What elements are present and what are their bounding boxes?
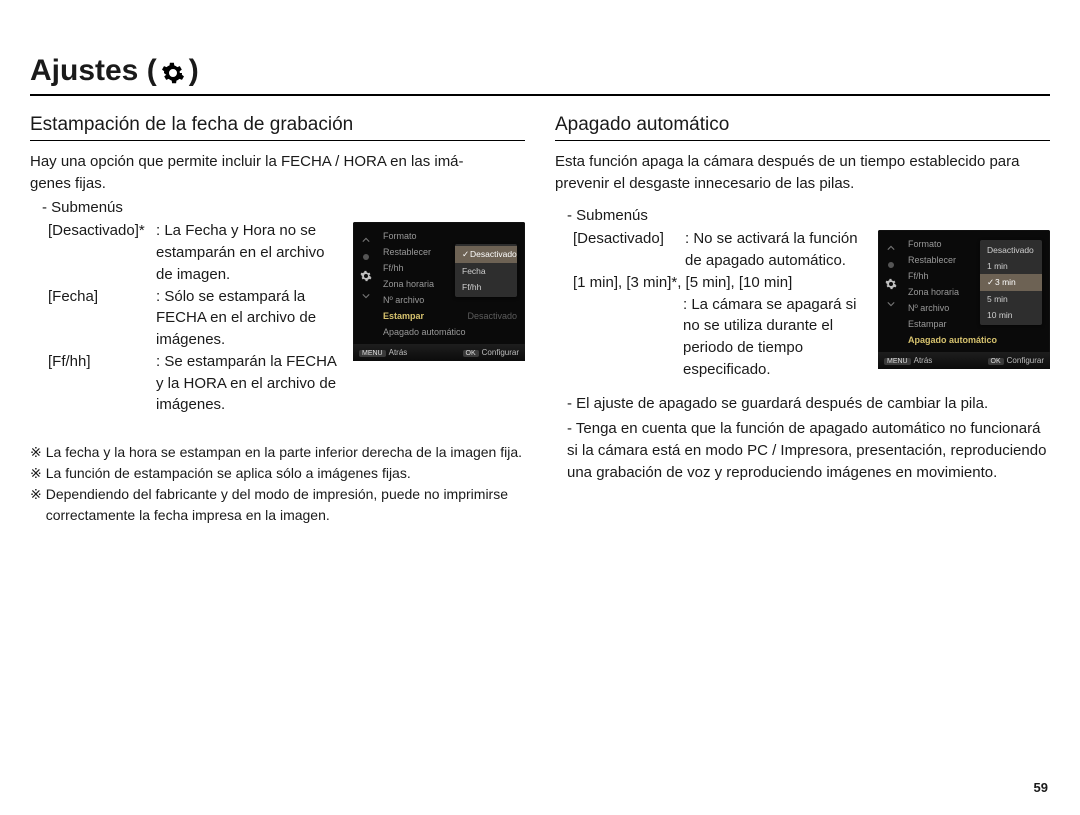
- section-heading-right: Apagado automático: [555, 114, 1050, 141]
- footnote: ※ La función de estampación se aplica só…: [30, 463, 525, 484]
- camera-menu-screenshot-right: FormatoRestablecerFf/hhZona horariaNº ar…: [878, 230, 1050, 369]
- menu-row: Formato: [379, 228, 521, 244]
- footer-right-label: Configurar: [482, 348, 519, 357]
- scr-footer-left: MENUAtrás: [884, 356, 932, 365]
- footer-left-label: Atrás: [389, 348, 408, 357]
- scr-footer-right: OKConfigurar: [463, 348, 519, 357]
- left-intro: Hay una opción que permite incluir la FE…: [30, 151, 525, 195]
- rail-dot: [888, 262, 894, 268]
- popup-option: 10 min: [980, 307, 1042, 323]
- menu-row: Apagado automático: [904, 332, 1046, 348]
- bullet-note: - Tenga en cuenta que la función de apag…: [567, 418, 1050, 483]
- option-desc: : No se activará la función de apagado a…: [685, 228, 868, 272]
- gear-icon: [161, 59, 185, 83]
- popup-option: Fecha: [455, 263, 517, 279]
- menu-key-icon: MENU: [884, 358, 911, 365]
- rail-dot: [363, 254, 369, 260]
- popup-option: ✓Desactivado: [455, 246, 517, 263]
- footnote-text: Dependiendo del fabricante y del modo de…: [46, 484, 525, 526]
- footnote: ※ La fecha y la hora se estampan en la p…: [30, 442, 525, 463]
- scr-footer-left: MENUAtrás: [359, 348, 407, 357]
- option-label: [Fecha]: [48, 286, 156, 351]
- ok-key-icon: OK: [463, 350, 479, 357]
- menu-key-icon: MENU: [359, 350, 386, 357]
- scr-footer-right: OKConfigurar: [988, 356, 1044, 365]
- option-desc: : La Fecha y Hora no se estamparán en el…: [156, 220, 343, 285]
- footnote-text: La fecha y la hora se estampan en la par…: [46, 442, 525, 463]
- footer-right-label: Configurar: [1007, 356, 1044, 365]
- page-title: Ajustes ( ): [30, 54, 1050, 88]
- left-submenu-label: - Submenús: [42, 197, 525, 219]
- popup-option: ✓3 min: [980, 274, 1042, 291]
- page-title-text: Ajustes (: [30, 54, 157, 88]
- page-title-close: ): [189, 54, 199, 88]
- option-label: [Desactivado]: [573, 228, 685, 272]
- right-submenu-label: - Submenús: [567, 205, 1050, 227]
- menu-row: Apagado automático: [379, 324, 521, 340]
- menu-row: EstamparDesactivado: [379, 308, 521, 324]
- right-intro: Esta función apaga la cámara después de …: [555, 151, 1050, 195]
- footer-left-label: Atrás: [914, 356, 933, 365]
- note-mark-icon: ※: [30, 484, 42, 526]
- chevron-up-icon: [887, 244, 895, 252]
- chevron-down-icon: [362, 292, 370, 300]
- page-number: 59: [1034, 780, 1048, 795]
- popup-option: Desactivado: [980, 242, 1042, 258]
- camera-menu-screenshot-left: FormatoRestablecerFf/hhZona horariaNº ar…: [353, 222, 525, 361]
- gear-icon: [360, 270, 372, 282]
- bullet-note: - El ajuste de apagado se guardará despu…: [567, 393, 1050, 415]
- chevron-down-icon: [887, 300, 895, 308]
- note-mark-icon: ※: [30, 463, 42, 484]
- popup-option: 5 min: [980, 291, 1042, 307]
- note-mark-icon: ※: [30, 442, 42, 463]
- gear-icon: [885, 278, 897, 290]
- section-heading-left: Estampación de la fecha de grabación: [30, 114, 525, 141]
- popup-option: Ff/hh: [455, 279, 517, 295]
- chevron-up-icon: [362, 236, 370, 244]
- popup-option: 1 min: [980, 258, 1042, 274]
- ok-key-icon: OK: [988, 358, 1004, 365]
- footnote: ※ Dependiendo del fabricante y del modo …: [30, 484, 525, 526]
- option-desc: : Se estamparán la FECHA y la HORA en el…: [156, 351, 343, 416]
- option-desc: : Sólo se estampará la FECHA en el archi…: [156, 286, 343, 351]
- footnote-text: La función de estampación se aplica sólo…: [46, 463, 525, 484]
- option-label: [Ff/hh]: [48, 351, 156, 416]
- option-label: [Desactivado]*: [48, 220, 156, 285]
